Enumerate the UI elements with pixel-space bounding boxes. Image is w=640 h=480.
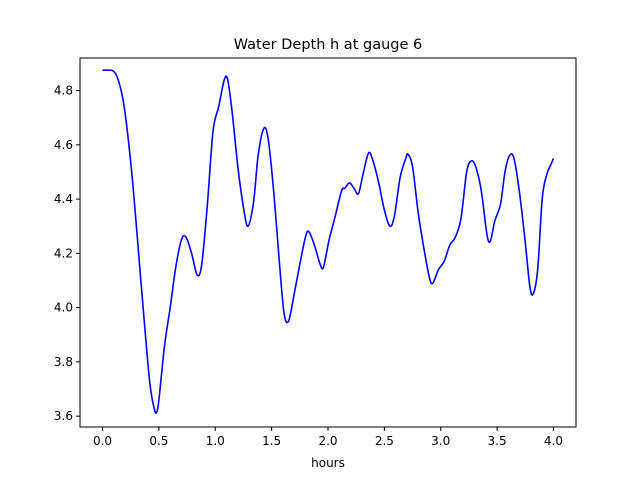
x-tick-label: 1.0 xyxy=(206,434,225,448)
x-tick-label: 1.5 xyxy=(262,434,281,448)
x-tick-label: 2.5 xyxy=(375,434,394,448)
x-axis-label: hours xyxy=(311,456,345,470)
y-tick-label: 4.4 xyxy=(54,192,73,206)
x-tick-label: 3.0 xyxy=(431,434,450,448)
chart-title: Water Depth h at gauge 6 xyxy=(234,37,422,53)
x-tick-label: 3.5 xyxy=(488,434,507,448)
series-line xyxy=(102,69,555,414)
y-axis: 3.6 3.8 4.0 4.2 4.4 4.6 4.8 xyxy=(54,84,80,423)
x-tick-label: 2.0 xyxy=(318,434,337,448)
x-axis: 0.0 0.5 1.0 1.5 2.0 2.5 3.0 3.5 4.0 xyxy=(93,427,563,448)
y-tick-label: 4.6 xyxy=(54,138,73,152)
y-tick-label: 3.8 xyxy=(54,355,73,369)
plot-area xyxy=(102,69,555,414)
x-tick-label: 4.0 xyxy=(544,434,563,448)
y-tick-label: 4.8 xyxy=(54,84,73,98)
x-tick-label: 0.5 xyxy=(149,434,168,448)
y-tick-label: 3.6 xyxy=(54,409,73,423)
y-tick-label: 4.2 xyxy=(54,246,73,260)
y-tick-label: 4.0 xyxy=(54,301,73,315)
x-tick-label: 0.0 xyxy=(93,434,112,448)
